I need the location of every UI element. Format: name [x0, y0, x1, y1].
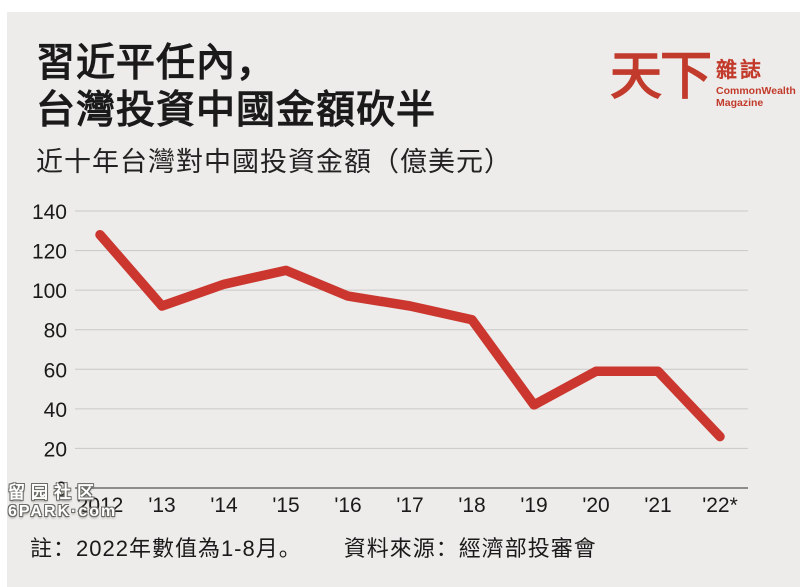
data-source: 資料來源：經濟部投審會: [343, 536, 597, 561]
logo-text-column: 雜誌 CommonWealth Magazine: [716, 59, 796, 110]
6park-watermark: 留园社区 6PARK·com: [8, 484, 117, 520]
x-tick-label-19: '19: [520, 494, 547, 517]
x-tick-label-20: '20: [582, 494, 609, 517]
left-white-strip: [0, 0, 7, 587]
x-tick-label-2012: 2012: [77, 494, 124, 517]
y-tick-label-0: 0: [55, 478, 67, 501]
x-tick-label-16: '16: [334, 494, 361, 517]
commonwealth-magazine-logo: 天下 雜誌 CommonWealth Magazine: [610, 49, 796, 110]
x-tick-label-22: '22*: [702, 494, 738, 517]
chart-subtitle: 近十年台灣對中國投資金額（億美元）: [36, 147, 512, 177]
chart-svg: 0 20 40 60 80 100 120 140 2012 '13 '14 '15 '16 '17 '18…: [32, 201, 748, 517]
y-tick-label-40: 40: [44, 399, 67, 422]
y-tick-label-60: 60: [44, 359, 67, 382]
y-tick-label-100: 100: [32, 280, 67, 303]
watermark-url: 6PARK·com: [8, 503, 118, 520]
logo-suffix: 雜誌: [716, 59, 765, 82]
x-tick-label-15: '15: [272, 494, 299, 517]
x-tick-label-21: '21: [644, 494, 671, 517]
title-line-2: 台灣投資中國金額砍半: [36, 89, 437, 132]
logo-english-line1: CommonWealth: [716, 85, 796, 97]
y-tick-label-80: 80: [44, 320, 67, 343]
x-tick-label-14: '14: [210, 494, 238, 517]
investment-trend-line: [95, 229, 725, 442]
x-tick-label-13: '13: [148, 494, 175, 517]
logo-english-line2: Magazine: [716, 97, 764, 109]
footnote: 註：2022年數值為1-8月。: [30, 536, 302, 561]
footer-notes: 註：2022年數值為1-8月。 資料來源：經濟部投審會: [30, 531, 597, 563]
logo-mark-tianxia: 天下: [610, 49, 712, 106]
x-tick-label-17: '17: [396, 494, 423, 517]
x-tick-label-18: '18: [458, 494, 485, 517]
title-line-1: 習近平任內，: [36, 42, 277, 85]
y-tick-label-20: 20: [44, 438, 67, 461]
y-tick-label-140: 140: [32, 201, 67, 224]
watermark-cjk: 留园社区: [8, 483, 100, 502]
top-white-strip: [0, 0, 800, 12]
page-title: 習近平任內， 台灣投資中國金額砍半: [36, 40, 436, 134]
y-tick-label-120: 120: [32, 241, 67, 264]
line-chart: 0 20 40 60 80 100 120 140 2012 '13 '14 '15 '16 '17 '18…: [0, 193, 800, 528]
